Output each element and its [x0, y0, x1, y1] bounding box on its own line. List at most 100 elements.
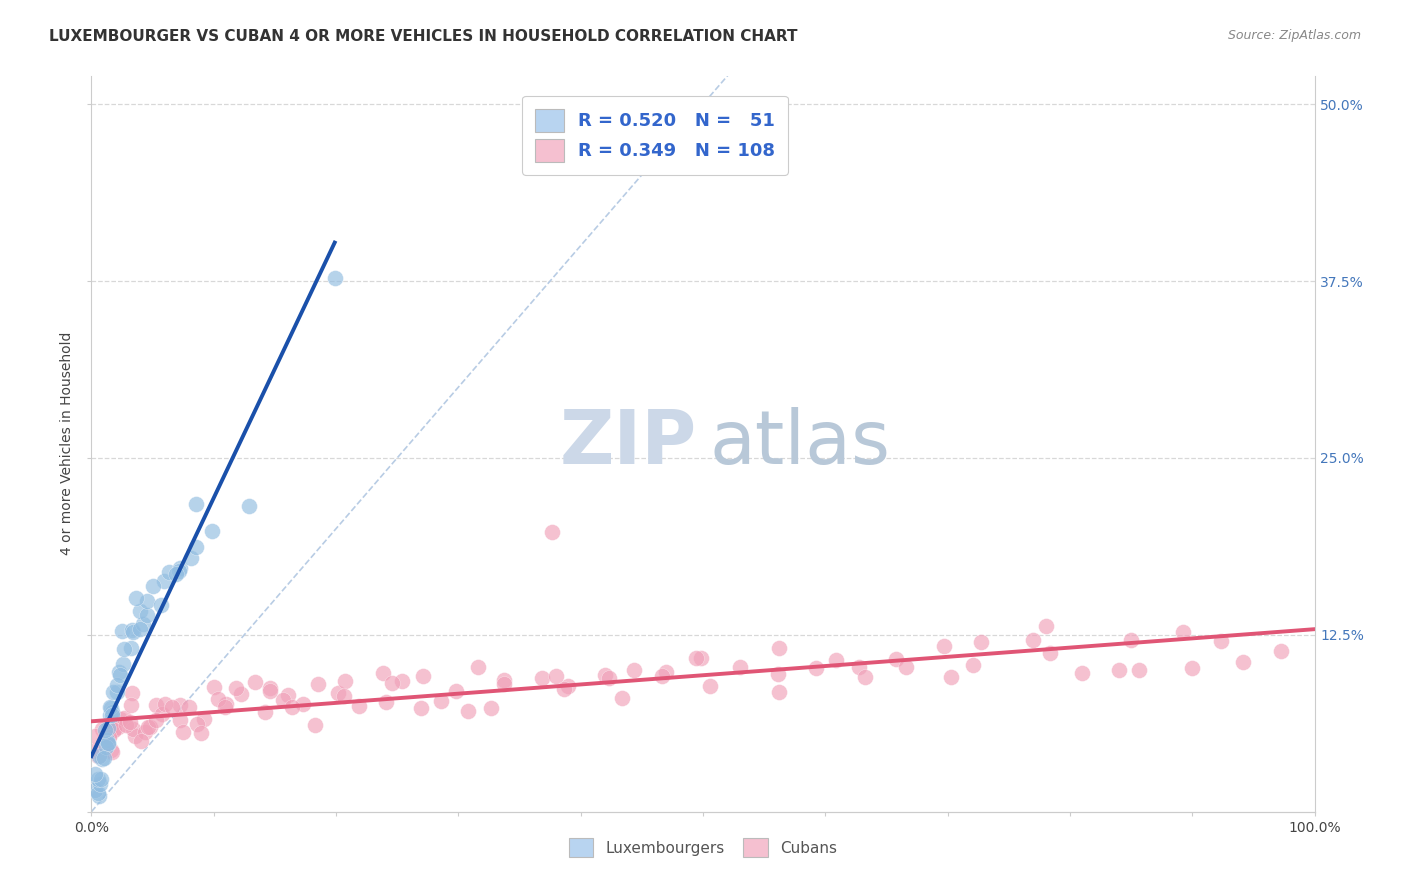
Point	[177, 700, 200, 714]
Point	[225, 681, 247, 695]
Point	[136, 720, 159, 734]
Point	[806, 661, 828, 675]
Point	[111, 624, 134, 639]
Point	[884, 652, 907, 666]
Point	[89, 789, 111, 803]
Point	[136, 594, 159, 608]
Point	[96, 732, 118, 747]
Point	[766, 666, 789, 681]
Point	[160, 700, 183, 714]
Point	[122, 624, 145, 639]
Point	[97, 721, 120, 735]
Point	[962, 657, 984, 672]
Point	[101, 745, 124, 759]
Point	[91, 751, 114, 765]
Point	[169, 561, 191, 575]
Point	[896, 660, 918, 674]
Point	[281, 700, 304, 714]
Point	[121, 623, 143, 637]
Point	[492, 673, 515, 687]
Point	[97, 736, 120, 750]
Point	[699, 678, 721, 692]
Point	[598, 671, 620, 685]
Point	[93, 751, 115, 765]
Point	[853, 670, 876, 684]
Point	[103, 722, 125, 736]
Point	[1121, 633, 1143, 648]
Point	[412, 669, 434, 683]
Point	[114, 718, 136, 732]
Point	[728, 659, 751, 673]
Point	[101, 684, 124, 698]
Point	[655, 665, 678, 680]
Point	[201, 524, 224, 538]
Point	[98, 700, 121, 714]
Point	[970, 635, 993, 649]
Point	[165, 566, 187, 581]
Point	[391, 674, 413, 689]
Point	[100, 705, 122, 719]
Point	[1209, 634, 1232, 648]
Point	[172, 724, 194, 739]
Point	[259, 683, 281, 698]
Text: atlas: atlas	[709, 408, 890, 480]
Point	[1021, 632, 1043, 647]
Point	[98, 708, 121, 723]
Point	[107, 665, 129, 680]
Point	[941, 670, 963, 684]
Point	[108, 668, 131, 682]
Point	[593, 668, 616, 682]
Point	[103, 723, 125, 738]
Point	[610, 690, 633, 705]
Point	[541, 525, 564, 540]
Point	[186, 540, 208, 554]
Legend: Luxembourgers, Cubans: Luxembourgers, Cubans	[560, 829, 846, 867]
Point	[112, 642, 135, 657]
Point	[190, 726, 212, 740]
Point	[381, 675, 404, 690]
Point	[307, 677, 329, 691]
Point	[1171, 625, 1194, 640]
Point	[89, 748, 111, 763]
Point	[651, 669, 673, 683]
Point	[82, 744, 104, 758]
Point	[180, 551, 202, 566]
Point	[142, 579, 165, 593]
Point	[824, 653, 846, 667]
Point	[90, 772, 112, 787]
Point	[94, 723, 117, 737]
Point	[768, 685, 790, 699]
Point	[429, 694, 451, 708]
Point	[100, 700, 122, 714]
Text: LUXEMBOURGER VS CUBAN 4 OR MORE VEHICLES IN HOUSEHOLD CORRELATION CHART: LUXEMBOURGER VS CUBAN 4 OR MORE VEHICLES…	[49, 29, 797, 44]
Point	[152, 574, 174, 588]
Point	[271, 693, 294, 707]
Point	[150, 598, 173, 612]
Text: ZIP: ZIP	[560, 408, 697, 480]
Point	[768, 640, 790, 655]
Point	[145, 698, 167, 712]
Point	[229, 687, 252, 701]
Point	[623, 663, 645, 677]
Point	[121, 686, 143, 700]
Point	[125, 591, 148, 605]
Point	[374, 695, 396, 709]
Point	[689, 651, 711, 665]
Point	[120, 641, 142, 656]
Point	[169, 698, 191, 712]
Point	[243, 675, 266, 690]
Point	[169, 714, 191, 728]
Point	[1128, 663, 1150, 677]
Point	[118, 714, 141, 729]
Point	[530, 672, 553, 686]
Point	[83, 767, 105, 781]
Point	[184, 497, 207, 511]
Point	[87, 748, 110, 763]
Point	[335, 674, 357, 689]
Point	[131, 733, 153, 747]
Y-axis label: 4 or more Vehicles in Household: 4 or more Vehicles in Household	[60, 332, 75, 556]
Point	[347, 698, 370, 713]
Point	[214, 699, 236, 714]
Point	[685, 650, 707, 665]
Point	[544, 669, 567, 683]
